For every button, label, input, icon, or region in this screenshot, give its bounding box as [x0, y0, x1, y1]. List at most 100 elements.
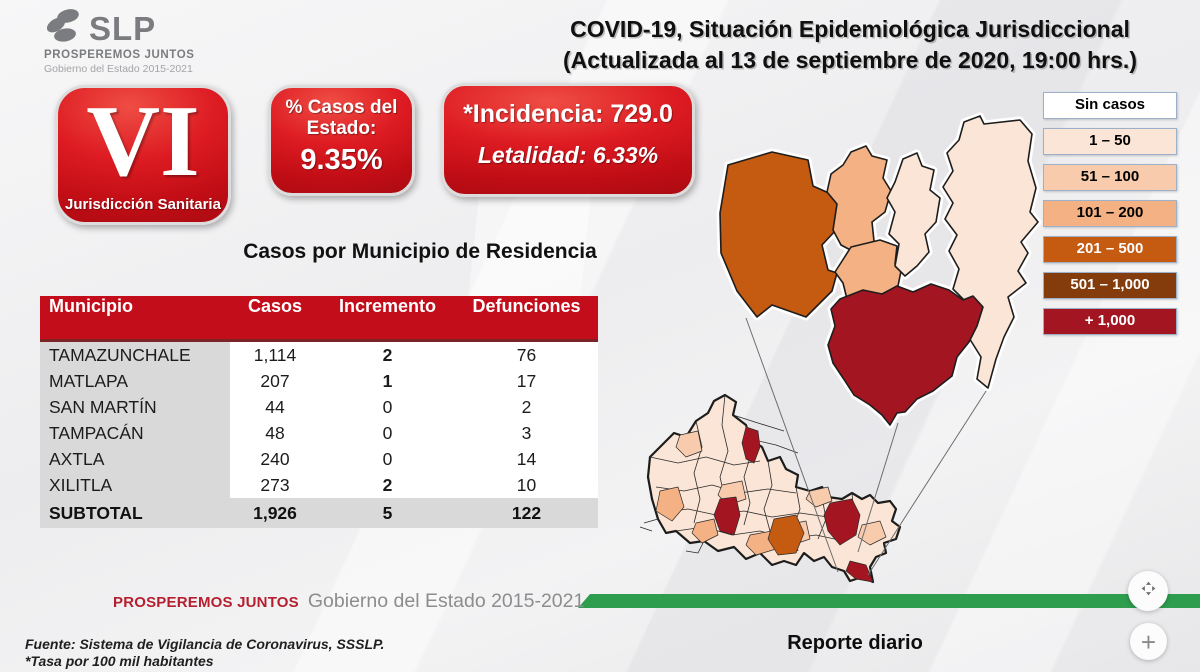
cell-casos: 207	[230, 368, 320, 394]
legend-item: Sin casos	[1043, 92, 1177, 119]
choropleth-patch	[713, 496, 741, 536]
jurisdiction-region	[719, 151, 841, 318]
projection-line	[745, 317, 839, 573]
footer-brand-red: PROSPEREMOS JUNTOS	[113, 594, 299, 611]
choropleth-patch	[655, 486, 685, 522]
page-title: COVID-19, Situación Epidemiológica Juris…	[510, 14, 1190, 76]
legend-item-label: Sin casos	[1074, 96, 1146, 113]
table-row: SAN MARTÍN 44 0 2	[40, 394, 598, 420]
footer-brand: PROSPEREMOS JUNTOS Gobierno del Estado 2…	[113, 590, 584, 613]
column-header-incremento: Incremento	[338, 296, 437, 316]
legend-item: + 1,000	[1043, 308, 1177, 335]
slp-logo: SLP PROSPEREMOS JUNTOS Gobierno del Esta…	[44, 8, 234, 75]
municipality-border	[649, 456, 761, 466]
logo-subline: Gobierno del Estado 2015-2021	[44, 63, 193, 75]
cell-defunciones: 3	[455, 420, 598, 446]
slp-swirl-icon	[44, 8, 84, 49]
incidence-value: *Incidencia: 729.0	[463, 100, 673, 128]
legend-item-label: 51 – 100	[1080, 168, 1140, 185]
cell-municipio: TAMAZUNCHALE	[40, 342, 230, 368]
cell-municipio: AXTLA	[40, 446, 230, 472]
legend-item: 1 – 50	[1043, 128, 1177, 155]
cell-municipio: MATLAPA	[40, 368, 230, 394]
municipality-border	[659, 508, 829, 518]
cell-incremento: 1	[320, 368, 455, 394]
table-row: AXTLA 240 0 14	[40, 446, 598, 472]
column-header-casos: Casos	[247, 296, 303, 316]
choropleth-patch	[857, 520, 887, 546]
jurisdiction-label: Jurisdicción Sanitaria	[65, 196, 221, 213]
logo-tagline: PROSPEREMOS JUNTOS	[44, 49, 195, 61]
choropleth-map	[639, 95, 1065, 584]
cell-casos: 1,114	[230, 342, 320, 368]
move-expand-icon	[1140, 580, 1157, 602]
legend-item: 201 – 500	[1043, 236, 1177, 263]
state-cases-value: 9.35%	[300, 144, 383, 176]
cell-municipio: SAN MARTÍN	[40, 394, 230, 420]
jurisdiction-numeral: VI	[86, 85, 200, 199]
state-map	[639, 393, 902, 584]
municipality-border	[693, 420, 703, 524]
report-type-label: Reporte diario	[787, 632, 923, 654]
cell-defunciones: 14	[455, 446, 598, 472]
source-line2: *Tasa por 100 mil habitantes	[25, 653, 214, 669]
state-cases-label-line1: % Casos del	[285, 97, 398, 118]
incidence-badge: *Incidencia: 729.0 Letalidad: 6.33%	[441, 83, 695, 197]
subtotal-incremento: 5	[320, 498, 455, 528]
cases-table: Municipio Casos Incremento Defunciones T…	[40, 296, 598, 528]
legend-item: 51 – 100	[1043, 164, 1177, 191]
legend-item-label: 1 – 50	[1089, 132, 1131, 149]
cell-defunciones: 17	[455, 368, 598, 394]
source-line1: Fuente: Sistema de Vigilancia de Coronav…	[25, 636, 385, 652]
choropleth-patch	[691, 518, 719, 544]
legend-item-label: 201 – 500	[1076, 240, 1144, 257]
cell-defunciones: 76	[455, 342, 598, 368]
cell-defunciones: 10	[455, 472, 598, 498]
logo-text: SLP	[89, 9, 157, 47]
cell-incremento: 0	[320, 394, 455, 420]
cell-municipio: TAMPACÁN	[40, 420, 230, 446]
legend-item-label: + 1,000	[1084, 312, 1136, 329]
table-row: TAMAZUNCHALE 1,114 2 76	[40, 342, 598, 368]
legend-item: 101 – 200	[1043, 200, 1177, 227]
table-row: XILITLA 273 2 10	[40, 472, 598, 498]
projection-line	[857, 422, 899, 553]
footer-brand-gray: Gobierno del Estado 2015-2021	[307, 590, 585, 612]
table-body: TAMAZUNCHALE 1,114 2 76 MATLAPA 207 1 17…	[40, 342, 598, 498]
cell-casos: 44	[230, 394, 320, 420]
expand-button[interactable]	[1128, 571, 1168, 611]
subtotal-defunciones: 122	[455, 498, 598, 528]
cell-incremento: 2	[320, 472, 455, 498]
map-legend: Sin casos 1 – 50 51 – 100 101 – 200 201 …	[1043, 92, 1177, 344]
page-title-line2: (Actualizada al 13 de septiembre de 2020…	[563, 47, 1137, 73]
table-row: MATLAPA 207 1 17	[40, 368, 598, 394]
zoom-in-button[interactable]: +	[1130, 623, 1167, 660]
state-cases-label-line2: Estado:	[306, 118, 377, 139]
subtotal-row: SUBTOTAL 1,926 5 122	[40, 498, 598, 528]
projection-lines	[745, 317, 989, 576]
choropleth-patch	[767, 514, 805, 556]
footer-green-bar	[578, 594, 1200, 608]
choropleth-patch	[823, 498, 861, 546]
lethality-value: Letalidad: 6.33%	[477, 142, 659, 168]
cell-casos: 240	[230, 446, 320, 472]
table-header-row: Municipio Casos Incremento Defunciones	[40, 296, 598, 342]
cell-casos: 48	[230, 420, 320, 446]
state-cases-badge: % Casos del Estado: 9.35%	[268, 85, 415, 196]
legend-item-label: 101 – 200	[1076, 204, 1144, 221]
page-title-line1: COVID-19, Situación Epidemiológica Juris…	[570, 16, 1130, 42]
column-header-defunciones: Defunciones	[472, 296, 581, 316]
state-outline	[646, 393, 902, 584]
table-row: TAMPACÁN 48 0 3	[40, 420, 598, 446]
municipality-border	[763, 460, 773, 532]
jurisdiction-badge: VI Jurisdicción Sanitaria	[55, 85, 231, 225]
cell-incremento: 0	[320, 446, 455, 472]
municipality-border	[639, 518, 705, 554]
choropleth-patch	[845, 560, 874, 583]
cell-incremento: 2	[320, 342, 455, 368]
source-note: Fuente: Sistema de Vigilancia de Coronav…	[25, 636, 384, 670]
projection-line	[867, 387, 989, 576]
table-title: Casos por Municipio de Residencia	[243, 240, 597, 263]
subtotal-casos: 1,926	[230, 498, 320, 528]
